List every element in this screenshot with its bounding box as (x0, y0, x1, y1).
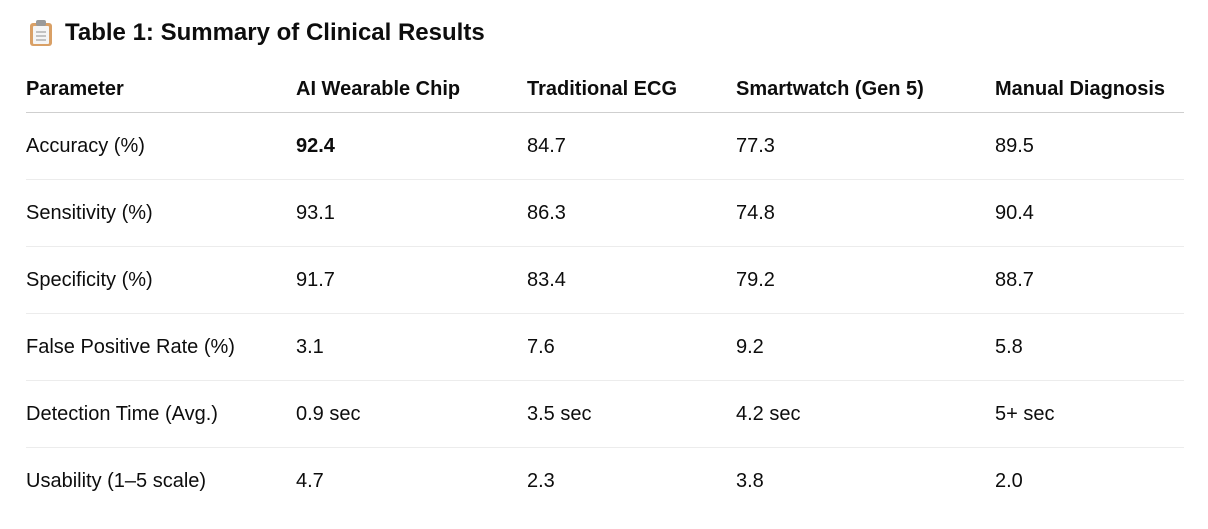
cell-traditional-ecg: 84.7 (527, 112, 736, 180)
table-title: Table 1: Summary of Clinical Results (65, 19, 485, 46)
cell-smartwatch-gen5: 3.8 (736, 469, 764, 492)
table-row: Accuracy (%) 92.4 84.7 77.3 89.5 (26, 112, 1184, 180)
cell-traditional-ecg: 83.4 (527, 246, 736, 314)
cell-parameter: False Positive Rate (%) (26, 313, 296, 381)
cell-smartwatch-gen5: 9.2 (736, 313, 995, 381)
cell-manual-diagnosis: 90.4 (995, 179, 1184, 247)
cell-manual-diagnosis: 2.0 (995, 469, 1023, 492)
cell-ai-wearable-chip: 3.1 (296, 313, 527, 381)
cell-ai-wearable-chip: 0.9 sec (296, 380, 527, 448)
cell-smartwatch-gen5: 77.3 (736, 112, 995, 180)
cell-parameter: Specificity (%) (26, 246, 296, 314)
table-heading: Table 1: Summary of Clinical Results (30, 14, 485, 52)
cell-smartwatch-gen5: 4.2 sec (736, 380, 995, 448)
cell-manual-diagnosis: 88.7 (995, 246, 1184, 314)
cell-ai-wearable-chip: 93.1 (296, 179, 527, 247)
cell-parameter: Accuracy (%) (26, 112, 296, 180)
cell-traditional-ecg: 2.3 (527, 469, 555, 492)
table-row: False Positive Rate (%) 3.1 7.6 9.2 5.8 (26, 313, 1184, 381)
cell-manual-diagnosis: 89.5 (995, 112, 1184, 180)
cell-parameter: Usability (1–5 scale) (26, 469, 207, 492)
cell-ai-wearable-chip: 92.4 (296, 112, 527, 180)
cell-traditional-ecg: 7.6 (527, 313, 736, 381)
clipboard-icon (30, 20, 52, 46)
cell-ai-wearable-chip: 91.7 (296, 246, 527, 314)
cell-parameter: Sensitivity (%) (26, 179, 296, 247)
cell-parameter: Detection Time (Avg.) (26, 380, 296, 448)
table-header-row: Parameter AI Wearable Chip Traditional E… (26, 66, 1184, 113)
cell-manual-diagnosis: 5.8 (995, 313, 1184, 381)
cell-smartwatch-gen5: 79.2 (736, 246, 995, 314)
header-manual-diagnosis: Manual Diagnosis (995, 66, 1184, 113)
header-smartwatch-gen5: Smartwatch (Gen 5) (736, 66, 995, 113)
header-traditional-ecg: Traditional ECG (527, 66, 736, 113)
table-row: Specificity (%) 91.7 83.4 79.2 88.7 (26, 246, 1184, 314)
cell-traditional-ecg: 3.5 sec (527, 380, 736, 448)
table-row: Detection Time (Avg.) 0.9 sec 3.5 sec 4.… (26, 380, 1184, 448)
header-parameter: Parameter (26, 66, 296, 113)
cell-traditional-ecg: 86.3 (527, 179, 736, 247)
cell-ai-wearable-chip: 4.7 (296, 469, 324, 492)
cell-smartwatch-gen5: 74.8 (736, 179, 995, 247)
header-ai-wearable-chip: AI Wearable Chip (296, 66, 527, 113)
table-row: Sensitivity (%) 93.1 86.3 74.8 90.4 (26, 179, 1184, 247)
cell-manual-diagnosis: 5+ sec (995, 380, 1184, 448)
table-row: Usability (1–5 scale) 4.7 2.3 3.8 2.0 (26, 448, 1184, 515)
clinical-results-table: Parameter AI Wearable Chip Traditional E… (26, 66, 1184, 514)
